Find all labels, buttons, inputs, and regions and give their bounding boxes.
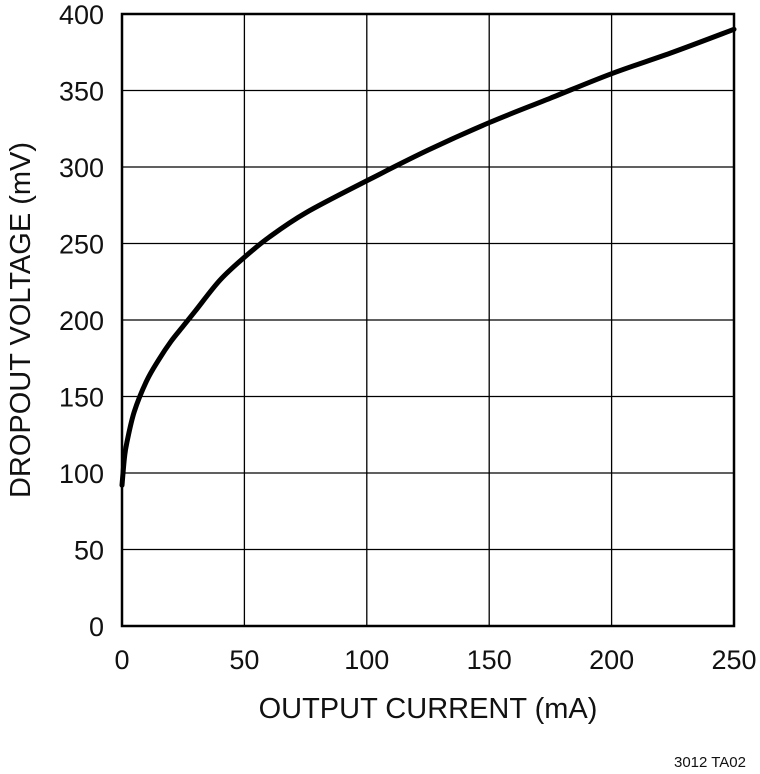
plot-frame-group xyxy=(120,12,736,628)
y-tick-label: 200 xyxy=(59,306,104,336)
y-tick-label: 0 xyxy=(89,612,104,642)
series-line-dropout-voltage xyxy=(119,26,737,488)
x-tick-label: 150 xyxy=(467,645,512,675)
y-tick-label: 50 xyxy=(74,536,104,566)
y-tick-label: 400 xyxy=(59,0,104,30)
x-tick-labels: 0 50 100 150 200 250 xyxy=(114,645,756,675)
y-tick-label: 250 xyxy=(59,230,104,260)
x-tick-label: 0 xyxy=(114,645,129,675)
figure-footnote: 3012 TA02 xyxy=(674,754,746,771)
y-tick-label: 100 xyxy=(59,459,104,489)
x-tick-label: 200 xyxy=(589,645,634,675)
x-tick-label: 100 xyxy=(344,645,389,675)
y-tick-label: 150 xyxy=(59,383,104,413)
y-tick-label: 300 xyxy=(59,153,104,183)
series-group xyxy=(119,26,737,488)
y-axis-title: DROPOUT VOLTAGE (mV) xyxy=(5,142,37,498)
y-tick-labels: 0 50 100 150 200 250 300 350 400 xyxy=(59,0,104,642)
x-tick-label: 50 xyxy=(229,645,259,675)
x-axis-title: OUTPUT CURRENT (mA) xyxy=(259,693,598,725)
grid xyxy=(122,14,734,626)
y-tick-label: 350 xyxy=(59,77,104,107)
plot-frame xyxy=(120,12,736,628)
x-tick-label: 250 xyxy=(711,645,756,675)
